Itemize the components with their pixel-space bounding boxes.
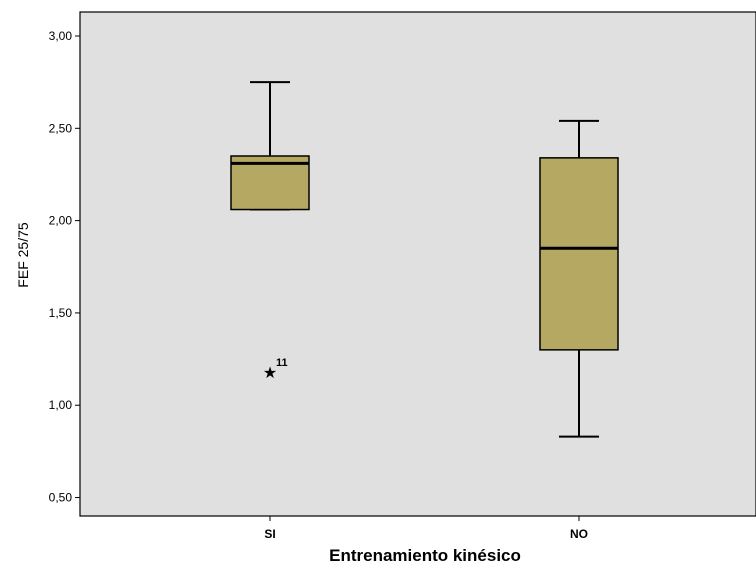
y-axis: 0,50 1,00 1,50 2,00 2,50 3,00 (49, 29, 80, 505)
outlier-star: ★ (263, 363, 277, 382)
box-no (539, 119, 619, 438)
x-tick-label: SI (264, 527, 275, 541)
y-tick-label: 0,50 (49, 491, 73, 505)
plot-area (79, 11, 756, 517)
y-tick-label: 1,50 (49, 306, 73, 320)
y-tick-label: 3,00 (49, 29, 73, 43)
boxes: ★11 (230, 81, 619, 438)
y-tick-label: 2,50 (49, 121, 73, 135)
box-iqr (539, 157, 619, 351)
y-tick-label: 1,00 (49, 398, 73, 412)
x-axis-title: Entrenamiento kinésico (329, 546, 521, 565)
box-si: ★11 (230, 81, 310, 382)
y-axis-title: FEF 25/75 (15, 222, 31, 288)
outlier-label: 11 (276, 357, 288, 369)
x-axis: SI NO (264, 516, 588, 541)
y-tick-label: 2,00 (49, 214, 73, 228)
x-tick-label: NO (570, 527, 588, 541)
box-iqr (230, 155, 310, 211)
